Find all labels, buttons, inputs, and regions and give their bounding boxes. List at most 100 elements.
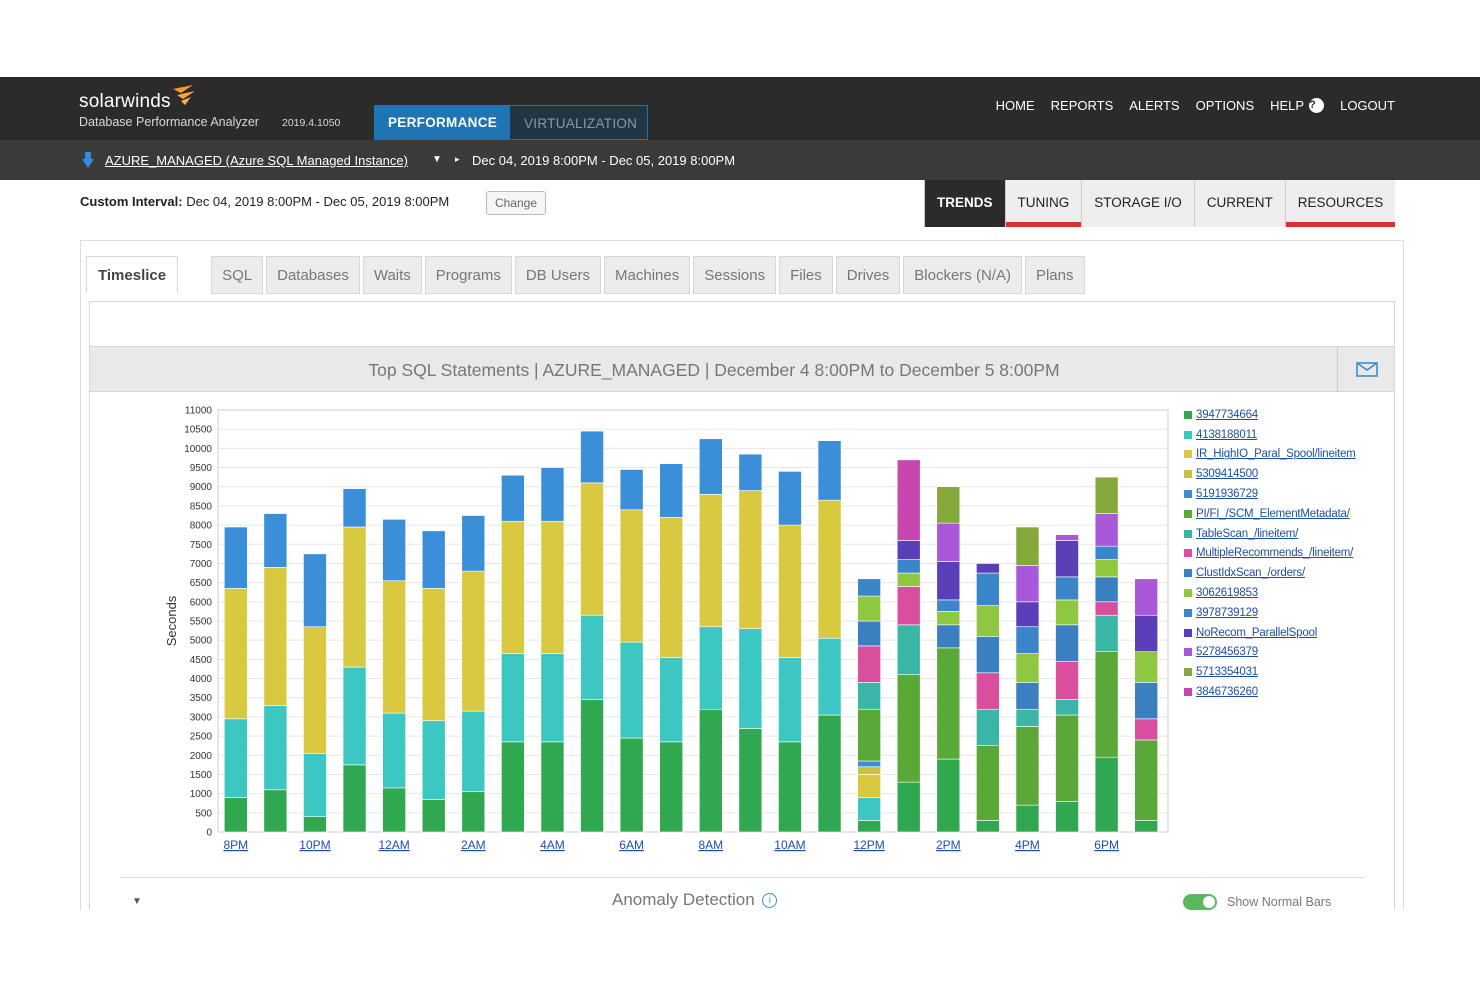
legend-item[interactable]: MultipleRecommends_/lineitem/: [1184, 544, 1356, 564]
bar-segment: [421, 530, 446, 589]
subtab-files[interactable]: Files: [779, 256, 833, 294]
legend-item[interactable]: 5191936729: [1184, 484, 1356, 504]
legend-item[interactable]: 4138188011: [1184, 425, 1356, 445]
subtab-sql[interactable]: SQL: [211, 256, 264, 294]
custom-interval: Custom Interval: Dec 04, 2019 8:00PM - D…: [80, 194, 449, 209]
bar-segment: [936, 599, 961, 612]
legend-item[interactable]: 3846736260: [1184, 682, 1356, 702]
help-icon[interactable]: ?: [1309, 98, 1325, 113]
anomaly-detection: Anomaly Detection i: [612, 890, 778, 910]
x-tick-label[interactable]: 2PM: [936, 838, 961, 852]
subtab-programs[interactable]: Programs: [424, 256, 512, 294]
bar-segment: [1094, 545, 1119, 560]
legend-item[interactable]: 5309414500: [1184, 464, 1356, 484]
tab-virtualization[interactable]: VIRTUALIZATION: [509, 105, 648, 140]
trends-panel: Timeslice SQL Databases Waits Programs D…: [80, 240, 1404, 910]
bar-segment: [1015, 653, 1040, 683]
x-tick-label[interactable]: 12PM: [853, 838, 884, 852]
tab-tuning[interactable]: TUNING: [1004, 180, 1082, 227]
nav-reports[interactable]: REPORTS: [1050, 98, 1114, 113]
envelope-icon: [1356, 362, 1378, 377]
legend-item[interactable]: PI/FI_/SCM_ElementMetadata/: [1184, 504, 1356, 524]
x-tick-label[interactable]: 12AM: [378, 838, 409, 852]
nav-help[interactable]: HELP ?: [1270, 98, 1325, 113]
x-tick-label[interactable]: 6PM: [1094, 838, 1119, 852]
bar-segment: [778, 471, 802, 526]
bar-segment: [857, 682, 881, 710]
bar-segment: [857, 645, 881, 683]
bar-segment: [1055, 801, 1079, 833]
top-bar: solarwinds Database Performance Analyzer…: [0, 77, 1480, 140]
instance-bar: AZURE_MANAGED (Azure SQL Managed Instanc…: [0, 140, 1480, 180]
tab-resources[interactable]: RESOURCES: [1284, 180, 1396, 227]
chart-legend: 3947734664 4138188011 IR_HighIO_Paral_Spoo…: [1184, 405, 1356, 702]
instance-dropdown-icon[interactable]: ▼: [432, 154, 442, 165]
legend-item[interactable]: 3947734664: [1184, 405, 1356, 425]
subtab-plans[interactable]: Plans: [1024, 256, 1085, 294]
brand-logo[interactable]: solarwinds: [79, 85, 195, 113]
bar-segment: [540, 467, 565, 522]
subtab-waits[interactable]: Waits: [362, 256, 422, 294]
legend-item[interactable]: IR_HighIO_Paral_Spool/lineitem: [1184, 445, 1356, 465]
legend-item[interactable]: ClustIdxScan_/orders/: [1184, 563, 1356, 583]
bar-segment: [976, 708, 1000, 746]
legend-label: IR_HighIO_Paral_Spool/lineitem: [1196, 448, 1356, 461]
bar-segment: [342, 488, 367, 528]
legend-swatch: [1184, 628, 1192, 637]
subtab-drives[interactable]: Drives: [835, 256, 901, 294]
x-tick-label[interactable]: 4PM: [1015, 838, 1040, 852]
plot-border: [217, 409, 1169, 833]
x-tick-label[interactable]: 10PM: [299, 838, 330, 852]
nav-alerts[interactable]: ALERTS: [1129, 98, 1180, 113]
section-divider: [120, 877, 1365, 878]
legend-swatch: [1184, 589, 1192, 598]
nav-logout[interactable]: LOGOUT: [1340, 98, 1395, 113]
legend-item[interactable]: 3062619853: [1184, 583, 1356, 603]
custom-interval-label: Custom Interval:: [80, 194, 183, 209]
tab-performance[interactable]: PERFORMANCE: [374, 105, 509, 140]
x-tick-label[interactable]: 8AM: [698, 838, 723, 852]
bar-segment: [1055, 714, 1079, 802]
show-normal-bars-toggle[interactable]: [1183, 894, 1217, 910]
x-tick-label[interactable]: 10AM: [774, 838, 805, 852]
bar-segment: [778, 524, 802, 658]
collapse-icon[interactable]: ▼: [132, 896, 142, 907]
legend-item[interactable]: 5278456379: [1184, 643, 1356, 663]
nav-home[interactable]: HOME: [995, 98, 1035, 113]
x-tick-label[interactable]: 6AM: [619, 838, 644, 852]
tab-storage-io[interactable]: STORAGE I/O: [1081, 180, 1194, 227]
tab-current[interactable]: CURRENT: [1193, 180, 1285, 227]
legend-item[interactable]: 5713354031: [1184, 662, 1356, 682]
bar-segment: [1134, 739, 1159, 821]
nav-options[interactable]: OPTIONS: [1195, 98, 1255, 113]
bar-segment: [421, 720, 446, 800]
instance-link[interactable]: AZURE_MANAGED (Azure SQL Managed Instanc…: [105, 153, 408, 168]
legend-label: 4138188011: [1196, 428, 1258, 441]
x-tick-label[interactable]: 2AM: [461, 838, 486, 852]
legend-label: PI/FI_/SCM_ElementMetadata/: [1196, 507, 1350, 520]
subtab-machines[interactable]: Machines: [604, 256, 691, 294]
legend-item[interactable]: TableScan_/lineitem/: [1184, 524, 1356, 544]
legend-item[interactable]: NoRecom_ParallelSpool: [1184, 623, 1356, 643]
subtab-timeslice[interactable]: Timeslice: [86, 256, 179, 294]
tab-trends[interactable]: TRENDS: [924, 180, 1005, 227]
x-tick-label[interactable]: 8PM: [223, 838, 248, 852]
change-interval-button[interactable]: Change: [486, 191, 546, 215]
bar-segment: [1015, 565, 1040, 603]
subtab-sessions[interactable]: Sessions: [693, 256, 777, 294]
bar-segment: [698, 708, 723, 833]
bar-segment: [936, 611, 961, 626]
x-tick-label[interactable]: 4AM: [540, 838, 565, 852]
bar-segment: [698, 494, 723, 628]
legend-swatch: [1184, 450, 1192, 459]
chart-title: Top SQL Statements | AZURE_MANAGED | Dec…: [368, 360, 1060, 380]
subtab-blockers[interactable]: Blockers (N/A): [903, 256, 1022, 294]
bar-segment: [976, 605, 1000, 637]
main-tabs: PERFORMANCE VIRTUALIZATION: [374, 105, 648, 140]
subtab-db-users[interactable]: DB Users: [514, 256, 602, 294]
legend-item[interactable]: 3978739129: [1184, 603, 1356, 623]
bar-segment: [1094, 559, 1119, 578]
info-icon[interactable]: i: [762, 893, 778, 908]
subtab-databases[interactable]: Databases: [266, 256, 360, 294]
email-button[interactable]: [1337, 347, 1394, 391]
